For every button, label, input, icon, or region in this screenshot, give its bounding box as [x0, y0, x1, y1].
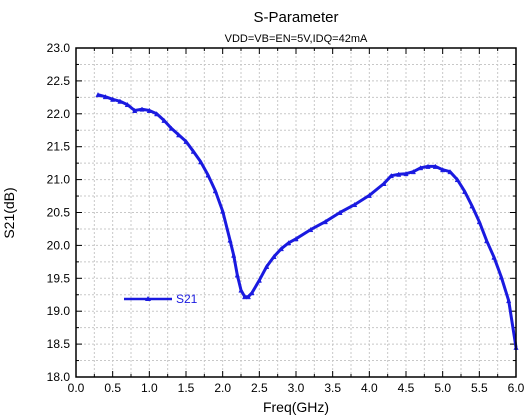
chart-title: S-Parameter: [253, 9, 338, 26]
data-point: [432, 163, 438, 169]
x-tick-label: 4.0: [361, 381, 378, 395]
data-point: [425, 163, 431, 169]
data-point: [337, 209, 343, 215]
data-point: [278, 245, 284, 252]
data-point: [245, 293, 251, 300]
x-tick-label: 2.0: [214, 381, 231, 395]
y-tick-label: 18.5: [47, 337, 71, 351]
data-point: [403, 170, 409, 177]
data-point: [469, 203, 475, 209]
data-point: [176, 132, 182, 138]
data-point: [396, 171, 402, 177]
data-point: [154, 111, 160, 117]
x-tick-label: 3.0: [288, 381, 305, 395]
data-point: [476, 218, 482, 225]
data-point: [234, 272, 240, 278]
data-point: [146, 107, 152, 113]
data-point: [168, 125, 174, 131]
x-tick-label: 6.0: [508, 381, 525, 395]
x-tick-label: 0.0: [68, 381, 85, 395]
data-point: [366, 192, 372, 198]
data-point: [462, 188, 468, 194]
x-axis-label: Freq(GHz): [263, 399, 329, 415]
series-line-s21: [97, 93, 518, 348]
data-point: [190, 148, 196, 154]
data-point: [205, 172, 211, 178]
legend: S21: [124, 292, 198, 306]
x-tick-label: 0.5: [104, 381, 121, 395]
plot-frame: [75, 47, 517, 378]
y-tick-label: 22.0: [47, 107, 71, 121]
data-point: [256, 277, 262, 283]
axis-ticks: [75, 47, 517, 378]
series-layer: [95, 91, 519, 350]
data-point: [418, 164, 424, 171]
data-point: [132, 107, 138, 113]
y-tick-label: 19.0: [47, 304, 71, 318]
data-point: [454, 176, 460, 183]
data-point: [410, 168, 416, 175]
data-point: [293, 236, 299, 242]
chart-subtitle: VDD=VB=EN=5V,IDQ=42mA: [225, 33, 368, 45]
data-point: [447, 168, 453, 175]
data-point: [484, 238, 490, 244]
data-point: [242, 293, 248, 300]
x-tick-label: 4.5: [398, 381, 415, 395]
legend-label-s21: S21: [176, 292, 198, 306]
data-point: [249, 290, 255, 296]
y-tick-label: 21.0: [47, 173, 71, 187]
y-tick-label: 19.5: [47, 271, 71, 285]
data-point: [117, 98, 123, 104]
x-tick-label: 5.5: [471, 381, 488, 395]
data-point: [238, 287, 244, 293]
data-point: [124, 101, 130, 108]
x-tick-label: 1.0: [141, 381, 158, 395]
y-tick-label: 21.5: [47, 140, 71, 154]
data-point: [212, 188, 218, 194]
data-point: [388, 172, 394, 179]
data-point: [491, 254, 497, 260]
y-tick-label: 20.0: [47, 238, 71, 252]
data-point: [110, 96, 116, 102]
x-tick-label: 3.5: [324, 381, 341, 395]
x-tick-label: 2.5: [251, 381, 268, 395]
tick-labels: 0.0 0.5 1.0 1.5 2.0 2.5 3.0 3.5 4.0 4.5 5.0 5.5 6.0 1…: [47, 41, 525, 395]
data-point: [198, 159, 204, 165]
y-axis-label: S21(dB): [1, 187, 17, 238]
data-point: [95, 91, 101, 98]
data-point: [264, 263, 270, 269]
data-point: [381, 180, 387, 186]
y-tick-label: 23.0: [47, 41, 71, 55]
grid-lines: [76, 48, 516, 377]
data-point: [220, 208, 226, 214]
data-point: [440, 166, 446, 173]
data-point: [139, 106, 145, 112]
data-point: [271, 253, 277, 260]
x-tick-label: 5.0: [434, 381, 451, 395]
data-point: [322, 218, 328, 225]
data-point: [308, 226, 314, 233]
data-point: [286, 240, 292, 246]
data-point: [231, 252, 237, 258]
data-point: [227, 237, 233, 243]
data-point: [183, 138, 189, 144]
y-tick-label: 20.5: [47, 206, 71, 220]
data-point: [498, 274, 504, 280]
data-point: [161, 117, 167, 123]
legend-marker-s21: [145, 296, 151, 301]
x-tick-label: 1.5: [178, 381, 195, 395]
data-point: [352, 201, 358, 208]
data-point: [506, 297, 512, 304]
y-tick-label: 18.0: [47, 370, 71, 384]
data-point: [102, 93, 108, 100]
y-tick-label: 22.5: [47, 74, 71, 88]
